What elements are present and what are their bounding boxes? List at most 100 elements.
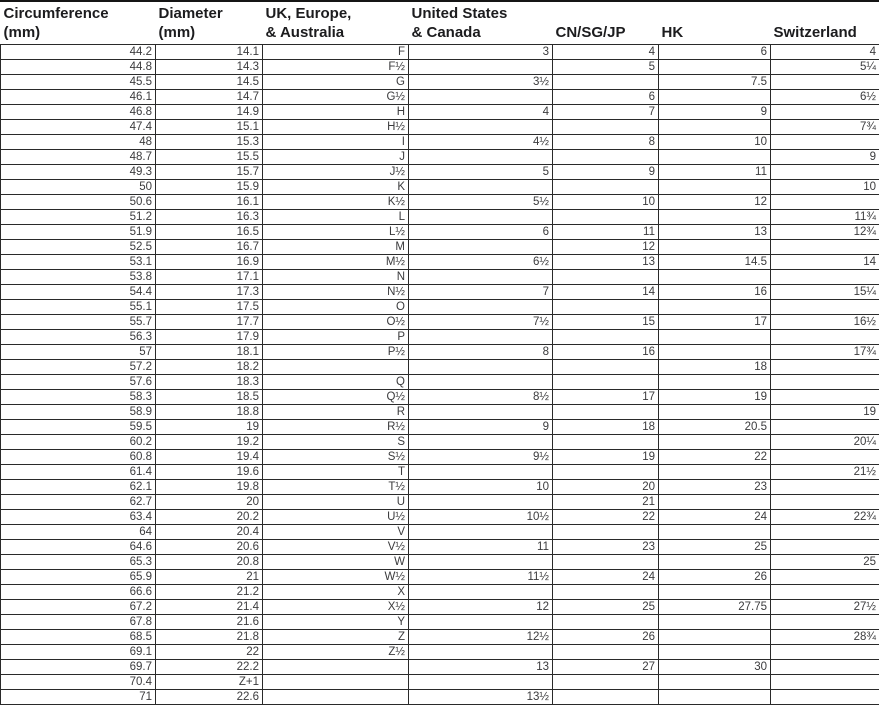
cell-uk_europe_australia: P½ bbox=[262, 344, 409, 360]
cell-hk: 12 bbox=[658, 194, 771, 210]
cell-cn_sg_jp: 12 bbox=[552, 239, 659, 255]
cell-uk_europe_australia: Z bbox=[262, 629, 409, 645]
cell-hk: 25 bbox=[658, 539, 771, 555]
cell-cn_sg_jp bbox=[552, 554, 659, 570]
cell-circumference_mm: 60.2 bbox=[0, 434, 156, 450]
cell-switzerland: 22¾ bbox=[770, 509, 879, 525]
cell-circumference_mm: 60.8 bbox=[0, 449, 156, 465]
table-row: 52.5 16.7 M 12 bbox=[0, 239, 879, 255]
table-row: 70.4 Z+1 bbox=[0, 674, 879, 690]
table-row: 62.1 19.8 T½ 10 20 23 bbox=[0, 479, 879, 495]
table-row: 57.2 18.2 18 bbox=[0, 359, 879, 375]
cell-uk_europe_australia: T½ bbox=[262, 479, 409, 495]
cell-hk: 22 bbox=[658, 449, 771, 465]
cell-switzerland: 27½ bbox=[770, 599, 879, 615]
cell-uk_europe_australia: U bbox=[262, 494, 409, 510]
cell-hk: 23 bbox=[658, 479, 771, 495]
cell-uk_europe_australia: S bbox=[262, 434, 409, 450]
cell-us_canada bbox=[408, 299, 553, 315]
cell-switzerland bbox=[770, 614, 879, 630]
col-header-uk-europe-australia: UK, Europe, & Australia bbox=[263, 2, 409, 45]
cell-switzerland: 19 bbox=[770, 404, 879, 420]
cell-cn_sg_jp: 25 bbox=[552, 599, 659, 615]
table-row: 54.4 17.3 N½ 7 14 16 15¼ bbox=[0, 284, 879, 300]
cell-hk: 30 bbox=[658, 659, 771, 675]
table-row: 46.8 14.9 H 4 7 9 bbox=[0, 104, 879, 120]
cell-hk bbox=[658, 149, 771, 165]
cell-cn_sg_jp: 17 bbox=[552, 389, 659, 405]
cell-circumference_mm: 69.7 bbox=[0, 659, 156, 675]
table-row: 58.3 18.5 Q½ 8½ 17 19 bbox=[0, 389, 879, 405]
cell-circumference_mm: 48.7 bbox=[0, 149, 156, 165]
cell-switzerland bbox=[770, 644, 879, 660]
cell-switzerland: 11¾ bbox=[770, 209, 879, 225]
table-row: 59.5 19 R½ 9 18 20.5 bbox=[0, 419, 879, 435]
cell-uk_europe_australia: U½ bbox=[262, 509, 409, 525]
cell-us_canada bbox=[408, 239, 553, 255]
cell-hk: 27.75 bbox=[658, 599, 771, 615]
cell-diameter_mm: 22.6 bbox=[155, 689, 263, 705]
cell-hk: 20.5 bbox=[658, 419, 771, 435]
col-header-line1: Circumference bbox=[3, 5, 109, 22]
cell-cn_sg_jp: 19 bbox=[552, 449, 659, 465]
cell-circumference_mm: 45.5 bbox=[0, 74, 156, 90]
cell-diameter_mm: 20.6 bbox=[155, 539, 263, 555]
cell-switzerland: 10 bbox=[770, 179, 879, 195]
cell-uk_europe_australia bbox=[262, 659, 409, 675]
cell-cn_sg_jp bbox=[552, 644, 659, 660]
cell-switzerland: 17¾ bbox=[770, 344, 879, 360]
cell-hk bbox=[658, 614, 771, 630]
cell-hk bbox=[658, 299, 771, 315]
cell-diameter_mm: 17.5 bbox=[155, 299, 263, 315]
cell-diameter_mm: 21.2 bbox=[155, 584, 263, 600]
cell-diameter_mm: 21.4 bbox=[155, 599, 263, 615]
cell-cn_sg_jp: 7 bbox=[552, 104, 659, 120]
cell-hk bbox=[658, 629, 771, 645]
cell-switzerland bbox=[770, 74, 879, 90]
cell-cn_sg_jp bbox=[552, 329, 659, 345]
cell-uk_europe_australia: H bbox=[262, 104, 409, 120]
cell-switzerland: 5¼ bbox=[770, 59, 879, 75]
cell-switzerland bbox=[770, 584, 879, 600]
cell-circumference_mm: 48 bbox=[0, 134, 156, 150]
cell-diameter_mm: 19.2 bbox=[155, 434, 263, 450]
cell-us_canada: 13 bbox=[408, 659, 553, 675]
cell-us_canada: 6½ bbox=[408, 254, 553, 270]
cell-us_canada bbox=[408, 119, 553, 135]
cell-uk_europe_australia: J bbox=[262, 149, 409, 165]
cell-diameter_mm: 17.9 bbox=[155, 329, 263, 345]
cell-uk_europe_australia: G bbox=[262, 74, 409, 90]
table-row: 46.1 14.7 G½ 6 6½ bbox=[0, 89, 879, 105]
cell-us_canada bbox=[408, 674, 553, 690]
cell-hk bbox=[658, 89, 771, 105]
cell-hk: 14.5 bbox=[658, 254, 771, 270]
cell-uk_europe_australia: K½ bbox=[262, 194, 409, 210]
table-row: 67.2 21.4 X½ 12 25 27.75 27½ bbox=[0, 599, 879, 615]
col-header-line1: Diameter bbox=[158, 5, 223, 22]
cell-diameter_mm: 22 bbox=[155, 644, 263, 660]
cell-us_canada bbox=[408, 149, 553, 165]
cell-circumference_mm: 55.1 bbox=[0, 299, 156, 315]
cell-uk_europe_australia: M bbox=[262, 239, 409, 255]
cell-switzerland bbox=[770, 134, 879, 150]
cell-cn_sg_jp: 14 bbox=[552, 284, 659, 300]
cell-uk_europe_australia bbox=[262, 359, 409, 375]
cell-hk bbox=[658, 404, 771, 420]
cell-uk_europe_australia: K bbox=[262, 179, 409, 195]
cell-us_canada bbox=[408, 209, 553, 225]
cell-cn_sg_jp: 9 bbox=[552, 164, 659, 180]
cell-circumference_mm: 44.8 bbox=[0, 59, 156, 75]
cell-diameter_mm: 18.3 bbox=[155, 374, 263, 390]
cell-cn_sg_jp bbox=[552, 179, 659, 195]
header-row: Circumference (mm) Diameter (mm) UK, Eur… bbox=[1, 2, 879, 45]
cell-circumference_mm: 63.4 bbox=[0, 509, 156, 525]
cell-diameter_mm: 22.2 bbox=[155, 659, 263, 675]
cell-hk bbox=[658, 554, 771, 570]
cell-uk_europe_australia: M½ bbox=[262, 254, 409, 270]
cell-hk bbox=[658, 689, 771, 705]
cell-switzerland bbox=[770, 449, 879, 465]
cell-us_canada bbox=[408, 329, 553, 345]
cell-circumference_mm: 70.4 bbox=[0, 674, 156, 690]
col-header-line2: Switzerland bbox=[773, 24, 857, 41]
